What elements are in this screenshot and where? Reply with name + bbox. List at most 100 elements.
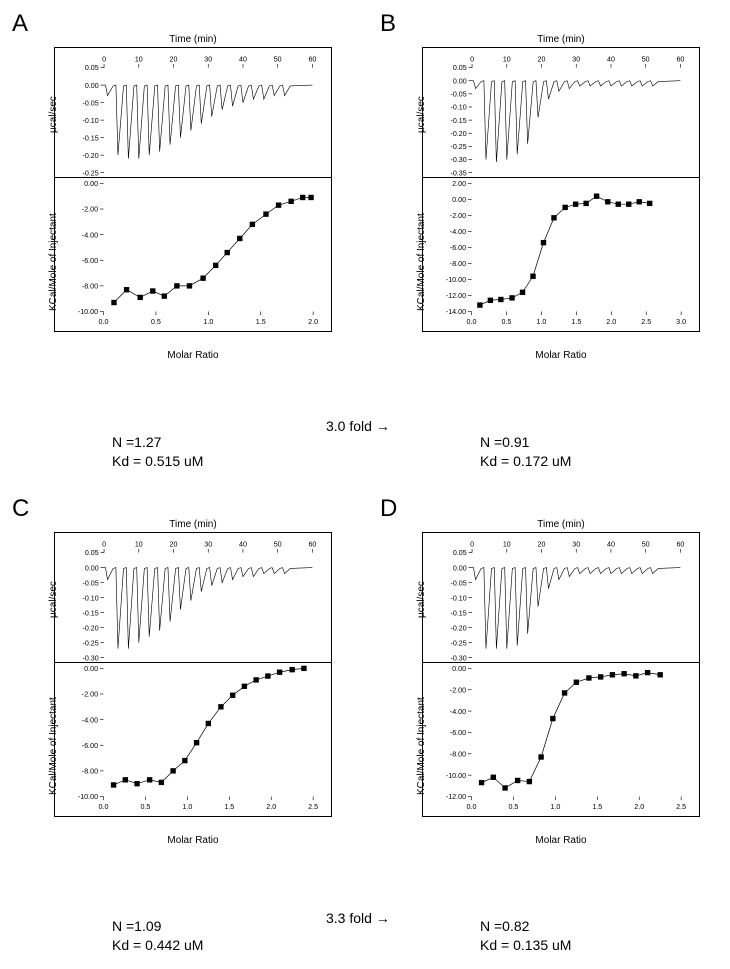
svg-text:0.0: 0.0: [467, 318, 477, 326]
bottom-y-label: KCal/Mole of Injectant: [48, 213, 59, 311]
svg-text:0.00: 0.00: [85, 82, 99, 90]
panel-D: DTime (min)01020304050600.050.00-0.05-0.…: [380, 495, 718, 960]
svg-text:2.0: 2.0: [606, 318, 616, 326]
panel-A: ATime (min)01020304050600.050.00-0.05-0.…: [12, 10, 350, 475]
svg-text:-0.10: -0.10: [451, 104, 467, 112]
svg-text:-0.15: -0.15: [83, 134, 99, 142]
svg-text:60: 60: [676, 540, 684, 548]
itc-thermogram: 01020304050600.050.00-0.05-0.10-0.15-0.2…: [54, 532, 332, 662]
svg-text:-10.00: -10.00: [446, 771, 466, 779]
svg-text:-2.00: -2.00: [82, 206, 98, 214]
param-N: N =1.09: [112, 917, 203, 936]
svg-text:0: 0: [102, 55, 106, 63]
svg-text:30: 30: [204, 540, 212, 548]
svg-text:2.0: 2.0: [308, 318, 318, 326]
svg-text:40: 40: [239, 55, 247, 63]
fold-note-row2: 3.3 fold →: [326, 910, 390, 926]
svg-text:10: 10: [135, 540, 143, 548]
svg-text:2.0: 2.0: [266, 803, 276, 811]
svg-text:40: 40: [239, 540, 247, 548]
svg-text:20: 20: [538, 540, 546, 548]
svg-text:-0.05: -0.05: [83, 99, 99, 107]
svg-text:0.0: 0.0: [467, 803, 477, 811]
svg-text:-4.00: -4.00: [450, 707, 466, 715]
svg-text:0.0: 0.0: [99, 318, 109, 326]
svg-text:-0.10: -0.10: [451, 594, 467, 602]
svg-text:-0.05: -0.05: [451, 91, 467, 99]
top-y-label: µcal/sec: [48, 96, 59, 133]
top-y-label: µcal/sec: [416, 581, 427, 618]
svg-text:30: 30: [204, 55, 212, 63]
svg-text:-6.00: -6.00: [450, 244, 466, 252]
svg-text:0.5: 0.5: [508, 803, 518, 811]
svg-text:1.0: 1.0: [536, 318, 546, 326]
svg-text:50: 50: [274, 55, 282, 63]
svg-text:-6.00: -6.00: [82, 257, 98, 265]
svg-text:0: 0: [470, 55, 474, 63]
svg-text:0.00: 0.00: [452, 196, 466, 204]
svg-text:-4.00: -4.00: [82, 231, 98, 239]
panel-C: CTime (min)01020304050600.050.00-0.05-0.…: [12, 495, 350, 960]
svg-text:2.00: 2.00: [452, 180, 466, 188]
svg-text:-0.20: -0.20: [83, 152, 99, 160]
bottom-x-label: Molar Ratio: [422, 350, 700, 361]
param-Kd: Kd = 0.172 uM: [480, 452, 571, 471]
charts-box: Time (min)01020304050600.050.00-0.05-0.1…: [422, 34, 700, 361]
svg-text:-0.25: -0.25: [451, 639, 467, 647]
bottom-x-label: Molar Ratio: [54, 350, 332, 361]
param-N: N =0.91: [480, 433, 571, 452]
fit-parameters: N =1.09Kd = 0.442 uM: [112, 917, 203, 955]
svg-text:50: 50: [642, 540, 650, 548]
svg-text:10: 10: [503, 540, 511, 548]
svg-text:-12.00: -12.00: [446, 793, 466, 801]
fit-parameters: N =0.91Kd = 0.172 uM: [480, 433, 571, 471]
param-Kd: Kd = 0.135 uM: [480, 936, 571, 955]
svg-text:-8.00: -8.00: [82, 767, 98, 775]
bottom-y-label: KCal/Mole of Injectant: [48, 697, 59, 795]
svg-text:0.05: 0.05: [85, 549, 99, 557]
svg-text:-8.00: -8.00: [82, 283, 98, 291]
svg-text:30: 30: [572, 55, 580, 63]
svg-text:2.5: 2.5: [676, 803, 686, 811]
svg-text:-10.00: -10.00: [78, 793, 98, 801]
figure-grid: ATime (min)01020304050600.050.00-0.05-0.…: [0, 0, 730, 969]
panel-letter: B: [380, 10, 396, 38]
svg-text:30: 30: [572, 540, 580, 548]
svg-text:2.5: 2.5: [308, 803, 318, 811]
top-x-title: Time (min): [54, 519, 332, 530]
itc-thermogram: 01020304050600.050.00-0.05-0.10-0.15-0.2…: [54, 47, 332, 177]
svg-text:1.5: 1.5: [256, 318, 266, 326]
svg-text:0.00: 0.00: [84, 665, 98, 673]
svg-text:1.5: 1.5: [224, 803, 234, 811]
svg-text:0.00: 0.00: [453, 564, 467, 572]
svg-text:2.5: 2.5: [641, 318, 651, 326]
svg-text:-6.00: -6.00: [450, 729, 466, 737]
svg-text:-0.15: -0.15: [451, 117, 467, 125]
svg-text:0.00: 0.00: [85, 564, 99, 572]
svg-text:-10.00: -10.00: [78, 308, 98, 316]
svg-text:-0.20: -0.20: [451, 624, 467, 632]
svg-text:20: 20: [170, 55, 178, 63]
svg-text:-0.20: -0.20: [83, 624, 99, 632]
svg-text:-0.05: -0.05: [451, 579, 467, 587]
svg-text:-8.00: -8.00: [450, 260, 466, 268]
svg-text:-0.30: -0.30: [451, 156, 467, 164]
svg-text:20: 20: [538, 55, 546, 63]
svg-text:60: 60: [676, 55, 684, 63]
panel-letter: A: [12, 10, 28, 38]
svg-text:-4.00: -4.00: [82, 716, 98, 724]
param-Kd: Kd = 0.515 uM: [112, 452, 203, 471]
fold-note-row1: 3.0 fold →: [326, 418, 390, 434]
itc-thermogram: 01020304050600.050.00-0.05-0.10-0.15-0.2…: [422, 532, 700, 662]
svg-text:0.05: 0.05: [453, 549, 467, 557]
svg-text:-0.10: -0.10: [83, 594, 99, 602]
binding-isotherm: 0.00-2.00-4.00-6.00-8.00-10.00-12.000.00…: [422, 662, 700, 817]
svg-text:0: 0: [470, 540, 474, 548]
charts-box: Time (min)01020304050600.050.00-0.05-0.1…: [54, 519, 332, 846]
svg-text:60: 60: [308, 540, 316, 548]
svg-text:50: 50: [642, 55, 650, 63]
svg-text:-10.00: -10.00: [446, 276, 466, 284]
top-y-label: µcal/sec: [416, 96, 427, 133]
param-N: N =0.82: [480, 917, 571, 936]
binding-isotherm: 0.00-2.00-4.00-6.00-8.00-10.000.00.51.01…: [54, 177, 332, 332]
